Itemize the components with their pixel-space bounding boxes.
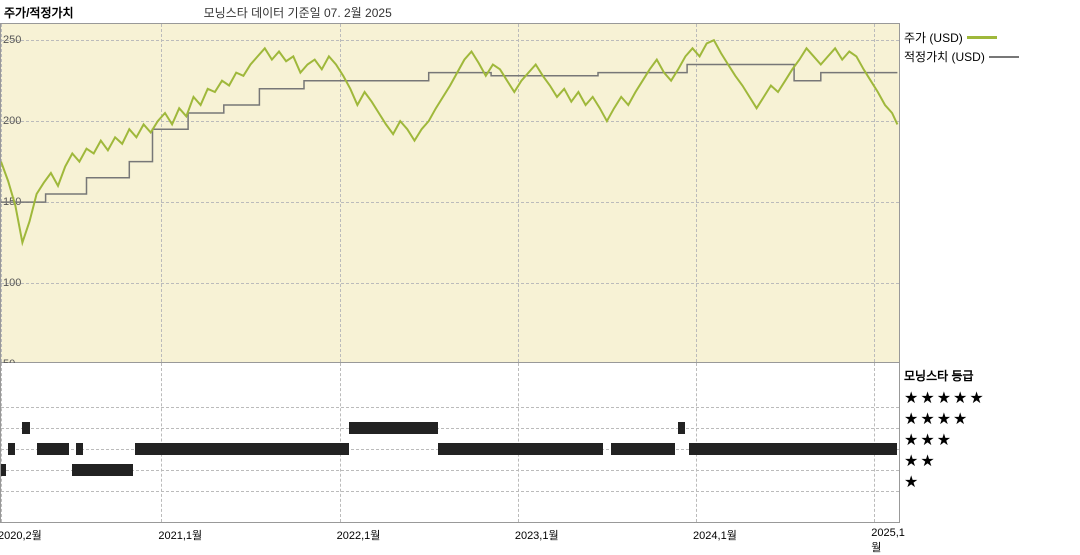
chart-title: 주가/적정가치 — [4, 4, 74, 21]
rating-track — [1, 491, 899, 492]
rating-track — [1, 428, 899, 429]
rating-bar-segment — [72, 464, 133, 476]
x-axis-tick: 2024,1월 — [693, 527, 737, 543]
rating-bar-segment — [678, 422, 685, 434]
rating-bar-segment — [611, 443, 675, 455]
star-row-2: ★★ — [904, 451, 1074, 472]
star-row-3: ★★★ — [904, 430, 1074, 451]
price-legend: 주가 (USD) 적정가치 (USD) — [900, 23, 1078, 363]
legend-price-label: 주가 (USD) — [904, 29, 963, 46]
rating-legend: 모닝스타 등급 ★★★★★★★★★★★★★★★ — [900, 363, 1078, 523]
rating-bar-segment — [349, 422, 438, 434]
star-row-4: ★★★★ — [904, 409, 1074, 430]
x-axis-tick: 2023,1월 — [515, 527, 559, 543]
star-row-5: ★★★★★ — [904, 388, 1074, 409]
rating-bar-segment — [438, 443, 604, 455]
chart-header: 주가/적정가치 모닝스타 데이터 기준일 07. 2월 2025 — [0, 0, 1080, 23]
rating-bar-segment — [689, 443, 898, 455]
rating-chart-area — [0, 363, 900, 523]
star-row-1: ★ — [904, 472, 1074, 493]
star-rows: ★★★★★★★★★★★★★★★ — [904, 388, 1074, 493]
price-chart-row: 50100150200250 주가 (USD) 적정가치 (USD) — [0, 23, 1080, 363]
rating-bar-segment — [76, 443, 83, 455]
x-axis-tick: 2020,2월 — [0, 527, 42, 543]
x-axis-tick: 2021,1월 — [158, 527, 202, 543]
rating-title: 모닝스타 등급 — [904, 367, 1074, 384]
x-axis-tick: 2022,1월 — [337, 527, 381, 543]
x-axis-tick: 2025,1월 — [871, 527, 905, 555]
rating-track — [1, 470, 899, 471]
legend-fair: 적정가치 (USD) — [904, 48, 1074, 65]
rating-bar-segment — [135, 443, 349, 455]
rating-bar-segment — [37, 443, 69, 455]
legend-price: 주가 (USD) — [904, 29, 1074, 46]
chart-subtitle: 모닝스타 데이터 기준일 07. 2월 2025 — [204, 4, 392, 21]
x-axis: 2020,2월2021,1월2022,1월2023,1월2024,1월2025,… — [0, 523, 900, 543]
grid-line-v — [1, 363, 2, 522]
rating-bar-segment — [1, 464, 6, 476]
legend-fair-swatch — [989, 56, 1019, 58]
price-lines-svg — [1, 24, 901, 364]
rating-track — [1, 407, 899, 408]
legend-price-swatch — [967, 36, 997, 39]
rating-bar-segment — [22, 422, 29, 434]
rating-chart-row: 모닝스타 등급 ★★★★★★★★★★★★★★★ — [0, 363, 1080, 523]
legend-fair-label: 적정가치 (USD) — [904, 48, 985, 65]
price-chart-area: 50100150200250 — [0, 23, 900, 363]
rating-bar-segment — [8, 443, 15, 455]
